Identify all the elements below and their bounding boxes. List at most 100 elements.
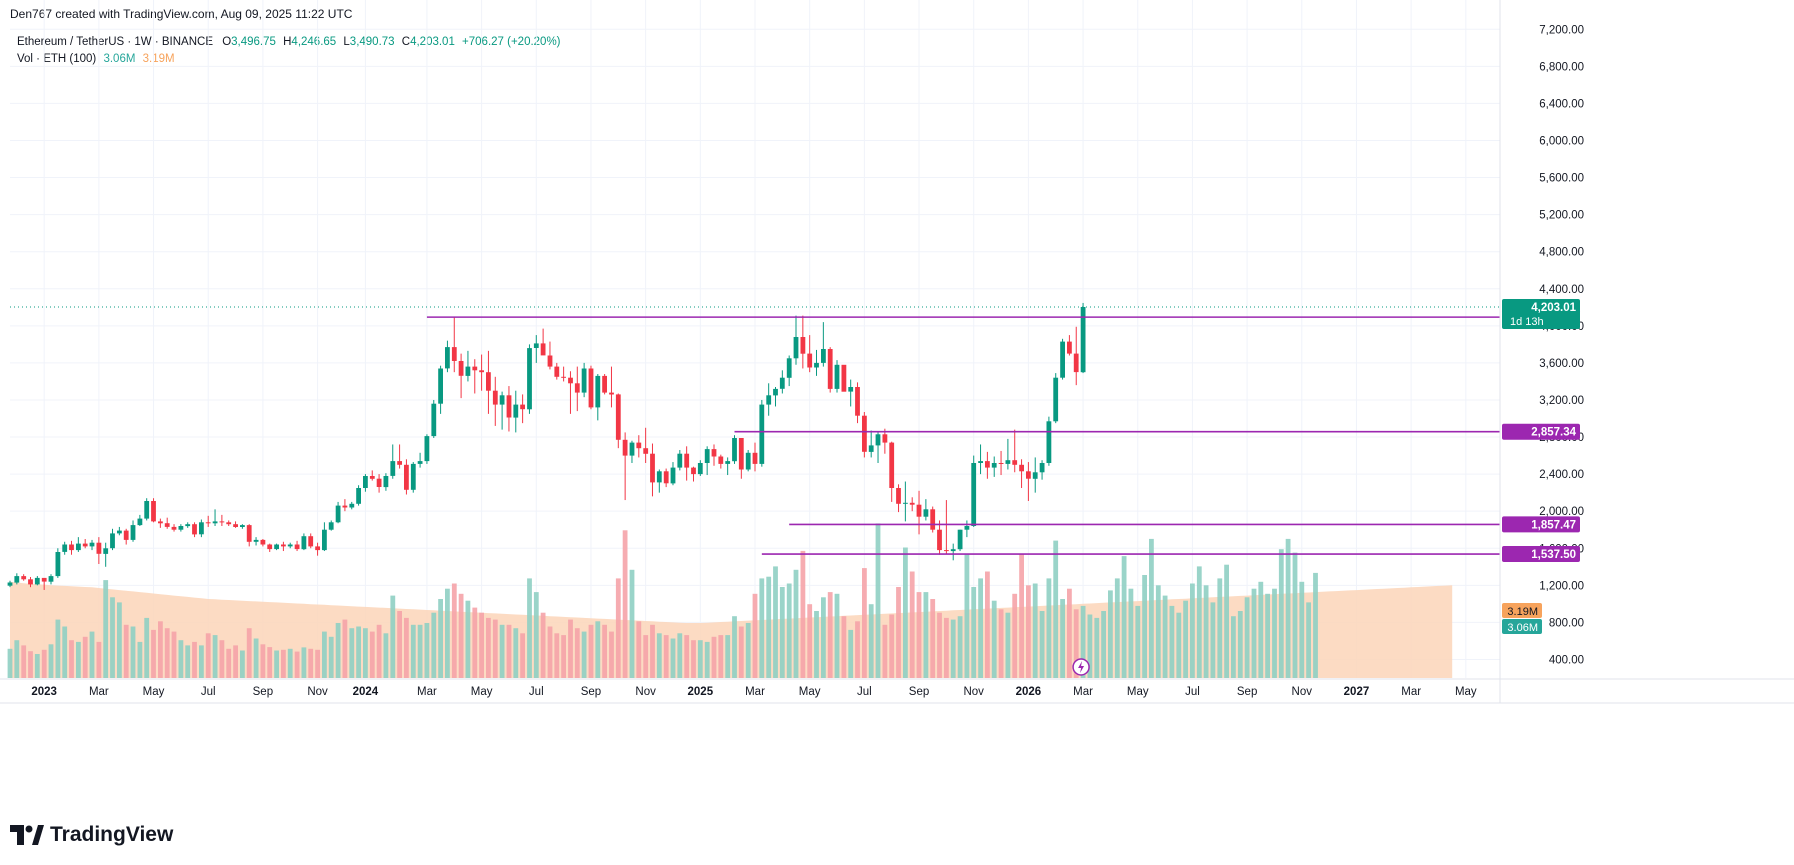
volume-bar: [1313, 572, 1318, 678]
candle-body: [786, 358, 792, 378]
volume-bar: [1067, 588, 1072, 678]
volume-bar: [233, 645, 238, 678]
volume-bar: [301, 647, 307, 678]
candles: [7, 302, 1086, 590]
volume-bar: [486, 617, 491, 678]
x-tick-label: Mar: [417, 686, 437, 698]
volume-bar: [957, 616, 963, 678]
legend-volume-label[interactable]: Vol · ETH (100): [17, 53, 97, 65]
volume-bar: [1224, 564, 1229, 678]
legend-symbol[interactable]: Ethereum / TetherUS · 1W · BINANCE: [17, 36, 213, 48]
volume-bar: [7, 648, 13, 678]
candle-body: [656, 471, 662, 483]
candle-body: [868, 445, 874, 452]
volume-bar: [62, 626, 68, 678]
volume-bar: [738, 626, 744, 678]
candle-body: [267, 544, 273, 550]
candle-body: [205, 522, 211, 524]
candle-body: [328, 522, 334, 530]
volume-bar: [985, 571, 990, 678]
candle-body: [397, 461, 402, 465]
volume-bar: [862, 568, 867, 678]
candle-body: [89, 542, 95, 547]
candle-body: [233, 524, 238, 527]
legend-low-value: 3,490.73: [349, 36, 395, 48]
candle-body: [602, 375, 607, 393]
volume-bar: [137, 641, 143, 678]
volume-bar: [855, 621, 860, 678]
volume-bar: [363, 628, 368, 678]
candle-body: [554, 366, 560, 377]
candle-body: [226, 522, 232, 525]
candle-body: [643, 448, 649, 454]
volume-bar: [1196, 566, 1202, 678]
candle-body: [732, 438, 737, 462]
candle-body: [1032, 472, 1038, 479]
x-tick-label: Nov: [1292, 686, 1313, 698]
volume-bar: [1237, 611, 1243, 678]
candle-body: [827, 349, 833, 389]
x-tick-label: 2025: [688, 686, 714, 698]
x-tick-label: Sep: [253, 686, 273, 698]
volume-bar: [588, 624, 594, 678]
volume-bar: [1265, 593, 1270, 678]
candle-body: [1019, 464, 1024, 472]
volume-bar: [1005, 612, 1011, 678]
volume-bar: [89, 631, 95, 678]
candle-body: [28, 579, 33, 585]
tradingview-logo[interactable]: TradingView: [10, 823, 173, 847]
candle-body: [158, 521, 163, 524]
volume-bar: [629, 569, 635, 678]
volume-bar: [1162, 595, 1168, 678]
volume-bar: [96, 641, 102, 678]
volume-bar: [1114, 578, 1120, 678]
candle-body: [745, 452, 751, 470]
volume-bar: [417, 624, 423, 678]
candle-body: [424, 436, 430, 462]
x-tick-label: May: [143, 686, 165, 698]
volume-bar: [848, 629, 854, 678]
volume-bar: [636, 621, 642, 678]
x-tick-label: May: [1127, 686, 1149, 698]
volume-bar: [397, 611, 402, 678]
candle-body: [855, 387, 860, 416]
legend-close-label: C: [401, 36, 411, 48]
volume-bar: [34, 654, 40, 678]
legend-low-label: L: [343, 36, 350, 48]
volume-bar: [650, 624, 655, 678]
x-tick-label: Sep: [909, 686, 929, 698]
candle-body: [636, 442, 642, 449]
volume-bar: [424, 623, 430, 678]
candle-body: [438, 368, 443, 404]
candle-body: [527, 348, 532, 410]
volume-bar: [875, 523, 881, 678]
volume-bar: [267, 647, 273, 678]
candle-body: [185, 524, 191, 527]
volume-bar: [55, 619, 61, 678]
volume-bar: [192, 641, 197, 678]
x-tick-label: May: [799, 686, 821, 698]
volume-bar: [1094, 617, 1100, 678]
volume-bar: [1121, 556, 1127, 678]
x-tick-label: Nov: [635, 686, 656, 698]
x-tick-label: 2024: [353, 686, 379, 698]
volume-bar: [834, 593, 840, 678]
candle-body: [581, 368, 587, 393]
candle-body: [192, 524, 197, 535]
volume-bar: [1285, 538, 1291, 678]
volume-bar: [458, 593, 464, 678]
candle-body: [834, 364, 840, 389]
volume-bar: [704, 641, 710, 678]
candle-body: [1067, 341, 1072, 354]
candle-body: [492, 390, 498, 405]
candle-body: [130, 525, 136, 540]
volume-bar: [506, 624, 512, 678]
candle-body: [390, 461, 396, 476]
horizontal-levels[interactable]: [10, 306, 1500, 676]
volume-bar: [950, 619, 956, 678]
candle-body: [301, 536, 307, 550]
volume-bar: [117, 602, 122, 678]
volume-bar: [274, 650, 279, 678]
candle-body: [1012, 460, 1018, 465]
